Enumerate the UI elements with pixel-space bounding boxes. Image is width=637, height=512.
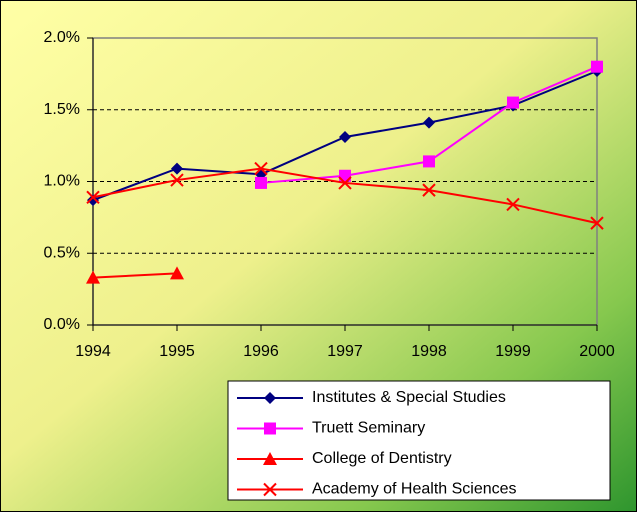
- y-tick-label: 1.5%: [44, 101, 80, 118]
- marker: [422, 183, 436, 197]
- marker: [255, 176, 267, 189]
- marker: [507, 96, 519, 109]
- legend-label: Truett Seminary: [312, 420, 425, 437]
- marker: [170, 173, 184, 187]
- marker: [86, 270, 100, 284]
- marker: [86, 190, 100, 204]
- legend-marker: [263, 452, 277, 465]
- y-tick-label: 0.0%: [44, 316, 80, 333]
- x-tick-label: 1998: [411, 343, 447, 360]
- x-tick-label: 1996: [243, 343, 279, 360]
- legend-label: Academy of Health Sciences: [312, 481, 517, 498]
- legend-marker: [264, 422, 276, 435]
- y-tick-label: 2.0%: [44, 29, 80, 46]
- marker: [590, 216, 604, 230]
- legend-label: Institutes & Special Studies: [312, 389, 506, 406]
- marker: [170, 266, 184, 280]
- x-tick-label: 2000: [579, 343, 615, 360]
- legend-marker: [264, 392, 276, 404]
- y-tick-label: 1.0%: [44, 173, 80, 190]
- legend-marker: [263, 482, 277, 497]
- marker: [254, 161, 268, 176]
- legend-box: [227, 380, 611, 501]
- marker: [591, 60, 603, 73]
- x-tick-label: 1994: [75, 343, 111, 360]
- marker: [171, 162, 183, 175]
- legend-label: College of Dentistry: [312, 450, 452, 467]
- x-tick-label: 1999: [495, 343, 531, 360]
- x-tick-label: 1995: [159, 343, 195, 360]
- series-line: [92, 272, 178, 279]
- x-tick-label: 1997: [327, 343, 363, 360]
- marker: [423, 155, 435, 168]
- marker: [506, 197, 520, 212]
- marker: [423, 116, 435, 129]
- y-tick-label: 0.5%: [44, 244, 80, 261]
- marker: [339, 131, 351, 144]
- marker: [338, 176, 352, 190]
